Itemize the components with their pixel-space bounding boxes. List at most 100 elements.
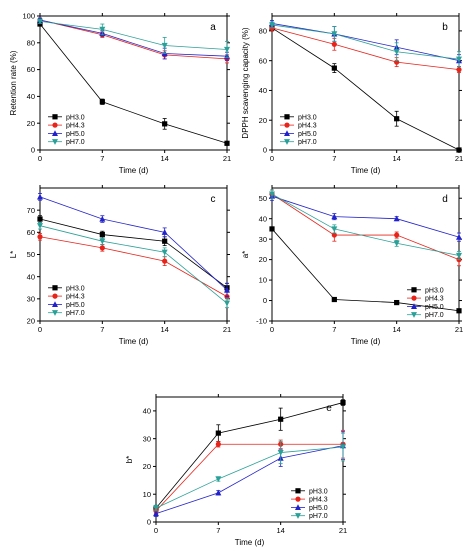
series-line	[271, 27, 460, 151]
data-point	[456, 252, 462, 259]
x-axis-title: Time (d)	[351, 337, 381, 346]
data-point	[37, 18, 43, 25]
data-point	[394, 299, 400, 306]
y-tick-label: 50	[259, 194, 267, 203]
data-point	[153, 510, 159, 517]
y-axis-title: b*	[125, 456, 134, 464]
x-tick-label: 7	[332, 325, 336, 334]
y-tick-label: 80	[259, 26, 267, 35]
legend-label: pH5.0	[66, 302, 85, 309]
data-point	[456, 56, 462, 63]
data-point	[224, 140, 230, 146]
chart-panel-e: 0 7 14 21 0 10 20 30 40 Time (d) b* e pH3.0 pH4.3pH5.…	[125, 394, 347, 547]
data-point	[161, 229, 168, 235]
series-pH3.0	[37, 215, 230, 293]
series-pH5.0	[37, 16, 230, 61]
legend-label: pH5.0	[298, 131, 317, 138]
legend-label: pH5.0	[309, 505, 328, 512]
y-tick-label: 60	[27, 65, 35, 74]
x-axis-title: Time (d)	[119, 166, 149, 175]
legend-marker	[52, 139, 58, 145]
y-axis-title: L*	[9, 251, 18, 259]
y-tick-label: 10	[143, 490, 151, 499]
legend-marker	[411, 287, 417, 293]
panel-label: e	[326, 403, 332, 414]
data-point	[331, 31, 338, 38]
y-tick-label: 100	[22, 12, 35, 21]
legend-label: pH7.0	[66, 139, 85, 146]
legend-label: pH7.0	[309, 513, 328, 520]
data-point	[394, 116, 400, 122]
y-tick-label: 40	[27, 272, 35, 281]
x-tick-label: 14	[392, 154, 400, 163]
legend-marker	[295, 504, 301, 510]
legend-marker	[411, 295, 417, 301]
x-tick-label: 14	[160, 325, 168, 334]
data-point	[37, 234, 43, 240]
data-point	[393, 49, 400, 55]
data-point	[393, 215, 400, 222]
x-tick-label: 21	[455, 325, 463, 334]
series-line	[39, 19, 228, 57]
y-tick-label: 70	[27, 206, 35, 215]
x-tick-label: 14	[276, 526, 284, 535]
series-pH5.0	[269, 191, 462, 242]
data-point	[331, 213, 338, 220]
data-point	[37, 216, 43, 222]
x-tick-label: 21	[223, 154, 231, 163]
x-tick-label: 21	[455, 154, 463, 163]
data-point	[269, 22, 275, 29]
data-point	[99, 231, 105, 238]
series-pH4.3	[269, 24, 462, 73]
y-tick-label: 0	[263, 146, 267, 155]
legend-label: pH7.0	[66, 310, 85, 317]
legend-label: pH5.0	[425, 304, 444, 311]
series-line	[39, 196, 228, 291]
series-pH5.0	[37, 193, 230, 298]
y-tick-label: 20	[259, 255, 267, 264]
chart-panel-b: 0 7 14 21 0 20 40 60 80 Time (d) DPPH scavenging c…	[241, 13, 463, 175]
y-tick-label: 0	[31, 146, 35, 155]
series-pH3.0	[269, 226, 462, 314]
legend-marker	[52, 293, 58, 299]
panel-label: c	[211, 194, 216, 205]
y-tick-label: 0	[147, 518, 151, 527]
x-tick-label: 0	[270, 325, 274, 334]
legend-marker	[52, 114, 58, 120]
legend-marker	[284, 122, 290, 128]
legend-marker	[52, 285, 58, 291]
data-point	[269, 191, 275, 198]
x-tick-label: 0	[154, 526, 158, 535]
legend-marker	[52, 130, 58, 136]
x-tick-label: 0	[38, 325, 42, 334]
plot-frame	[39, 15, 228, 151]
y-tick-label: 80	[27, 38, 35, 47]
legend-marker	[411, 312, 417, 318]
panel-label: b	[442, 22, 448, 33]
series-line	[271, 193, 460, 260]
series-line	[271, 195, 460, 238]
y-tick-label: 60	[259, 56, 267, 65]
legend-label: pH3.0	[298, 114, 317, 121]
data-point	[331, 41, 337, 47]
series-line	[39, 19, 228, 60]
y-tick-label: 50	[27, 250, 35, 259]
y-tick-label: 20	[27, 317, 35, 326]
y-tick-label: 0	[263, 296, 267, 305]
series-pH7.0	[153, 432, 346, 512]
data-point	[99, 99, 105, 105]
x-tick-label: 21	[223, 325, 231, 334]
legend-label: pH7.0	[425, 312, 444, 319]
series-line	[271, 24, 460, 60]
legend-marker	[52, 122, 58, 128]
x-axis-title: Time (d)	[119, 337, 149, 346]
legend-marker	[52, 310, 58, 316]
y-tick-label: 30	[259, 235, 267, 244]
y-axis-title: DPPH scavenging capacity (%)	[241, 27, 250, 138]
y-tick-label: 20	[143, 462, 151, 471]
data-point	[331, 65, 337, 71]
y-tick-label: 40	[27, 92, 35, 101]
data-point	[37, 223, 43, 229]
